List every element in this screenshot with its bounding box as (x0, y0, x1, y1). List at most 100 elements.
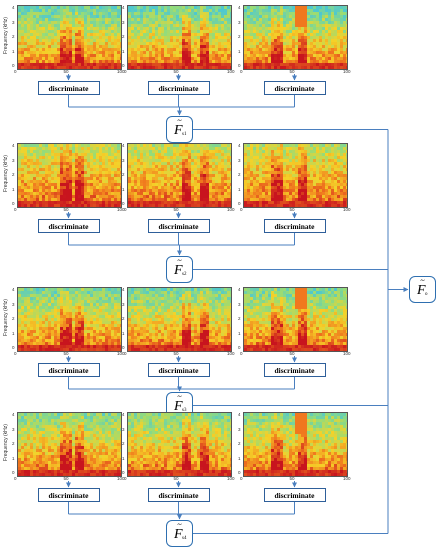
x-tick-label: 50 (289, 351, 295, 356)
x-tick-label: 50 (63, 351, 69, 356)
y-tick-label: 0 (122, 201, 125, 206)
spectrogram (17, 287, 122, 352)
x-tick-label: 50 (63, 207, 69, 212)
y-tick-label: 1 (238, 330, 241, 336)
y-tick-label: 3 (12, 426, 15, 432)
y-tick-label: 2 (12, 34, 15, 39)
x-tick-label: 100 (227, 69, 235, 74)
discriminate-box: discriminate (263, 81, 326, 95)
node-subscript: s1 (182, 132, 187, 137)
node-subscript: s4 (182, 536, 187, 541)
spectrogram (127, 143, 232, 208)
spectrogram (17, 5, 122, 70)
tilde-mark: ~ (420, 276, 425, 285)
x-tick-label: 0 (240, 476, 243, 481)
spectrogram (243, 5, 348, 70)
y-tick-label: 3 (238, 426, 241, 432)
y-tick-label: 3 (238, 301, 241, 307)
y-tick-label: 0 (12, 345, 15, 350)
node-symbol: F (174, 123, 183, 138)
y-tick-label: 1 (238, 455, 241, 461)
y-tick-label: 2 (12, 172, 15, 177)
discriminate-box: discriminate (263, 219, 326, 233)
y-tick-label: 4 (238, 143, 241, 148)
x-tick-label: 0 (14, 476, 17, 481)
y-tick-label: 0 (12, 201, 15, 206)
y-tick-label: 2 (238, 441, 241, 446)
y-tick-label: 2 (122, 34, 125, 39)
y-tick-label: 0 (238, 345, 241, 350)
y-tick-label: 3 (12, 19, 15, 25)
y-tick-label: 1 (122, 330, 125, 336)
discriminate-box: discriminate (37, 81, 100, 95)
y-tick-label: 3 (122, 301, 125, 307)
discriminate-box: discriminate (147, 488, 210, 502)
y-axis-label: Frequency (kHz) (3, 299, 9, 336)
y-tick-label: 0 (238, 63, 241, 68)
y-tick-label: 0 (12, 470, 15, 475)
spectrogram (243, 287, 348, 352)
y-tick-label: 2 (238, 316, 241, 321)
y-tick-label: 2 (12, 441, 15, 446)
spectrogram (17, 143, 122, 208)
y-tick-label: 3 (122, 426, 125, 432)
y-tick-label: 0 (122, 345, 125, 350)
y-tick-label: 2 (122, 441, 125, 446)
y-tick-label: 3 (238, 19, 241, 25)
y-tick-label: 4 (12, 5, 15, 10)
y-tick-label: 3 (122, 157, 125, 163)
y-tick-label: 4 (238, 287, 241, 292)
y-tick-label: 0 (122, 470, 125, 475)
y-tick-label: 1 (12, 48, 15, 54)
x-tick-label: 100 (227, 207, 235, 212)
x-tick-label: 100 (227, 476, 235, 481)
x-tick-label: 100 (343, 476, 351, 481)
discriminate-box: discriminate (37, 363, 100, 377)
tilde-mark: ~ (177, 256, 182, 265)
node-symbol: F (417, 283, 426, 298)
discriminate-box: discriminate (147, 81, 210, 95)
x-tick-label: 0 (124, 476, 127, 481)
x-tick-label: 50 (289, 69, 295, 74)
x-tick-label: 100 (117, 69, 125, 74)
y-axis-label: Frequency (kHz) (3, 17, 9, 54)
x-tick-label: 100 (117, 476, 125, 481)
x-tick-label: 50 (289, 476, 295, 481)
y-tick-label: 0 (12, 63, 15, 68)
y-tick-label: 4 (12, 412, 15, 417)
discriminate-box: discriminate (147, 363, 210, 377)
x-tick-label: 0 (14, 207, 17, 212)
x-tick-label: 0 (124, 207, 127, 212)
node-symbol: F (174, 263, 183, 278)
y-tick-label: 1 (12, 186, 15, 192)
y-tick-label: 1 (238, 48, 241, 54)
discriminate-box: discriminate (263, 488, 326, 502)
y-tick-label: 2 (122, 172, 125, 177)
y-tick-label: 4 (12, 287, 15, 292)
y-axis-label: Frequency (kHz) (3, 155, 9, 192)
y-tick-label: 4 (238, 412, 241, 417)
spectrogram (17, 412, 122, 477)
y-tick-label: 1 (122, 48, 125, 54)
spectrogram (243, 143, 348, 208)
x-tick-label: 50 (173, 69, 179, 74)
y-tick-label: 3 (238, 157, 241, 163)
y-tick-label: 0 (238, 470, 241, 475)
tilde-mark: ~ (177, 116, 182, 125)
x-tick-label: 100 (343, 351, 351, 356)
x-tick-label: 0 (124, 69, 127, 74)
discriminate-box: discriminate (37, 219, 100, 233)
y-tick-label: 1 (122, 186, 125, 192)
x-tick-label: 50 (173, 476, 179, 481)
x-tick-label: 50 (63, 476, 69, 481)
x-tick-label: 100 (343, 69, 351, 74)
x-tick-label: 50 (173, 207, 179, 212)
y-tick-label: 2 (122, 316, 125, 321)
x-tick-label: 0 (240, 351, 243, 356)
y-tick-label: 2 (238, 34, 241, 39)
